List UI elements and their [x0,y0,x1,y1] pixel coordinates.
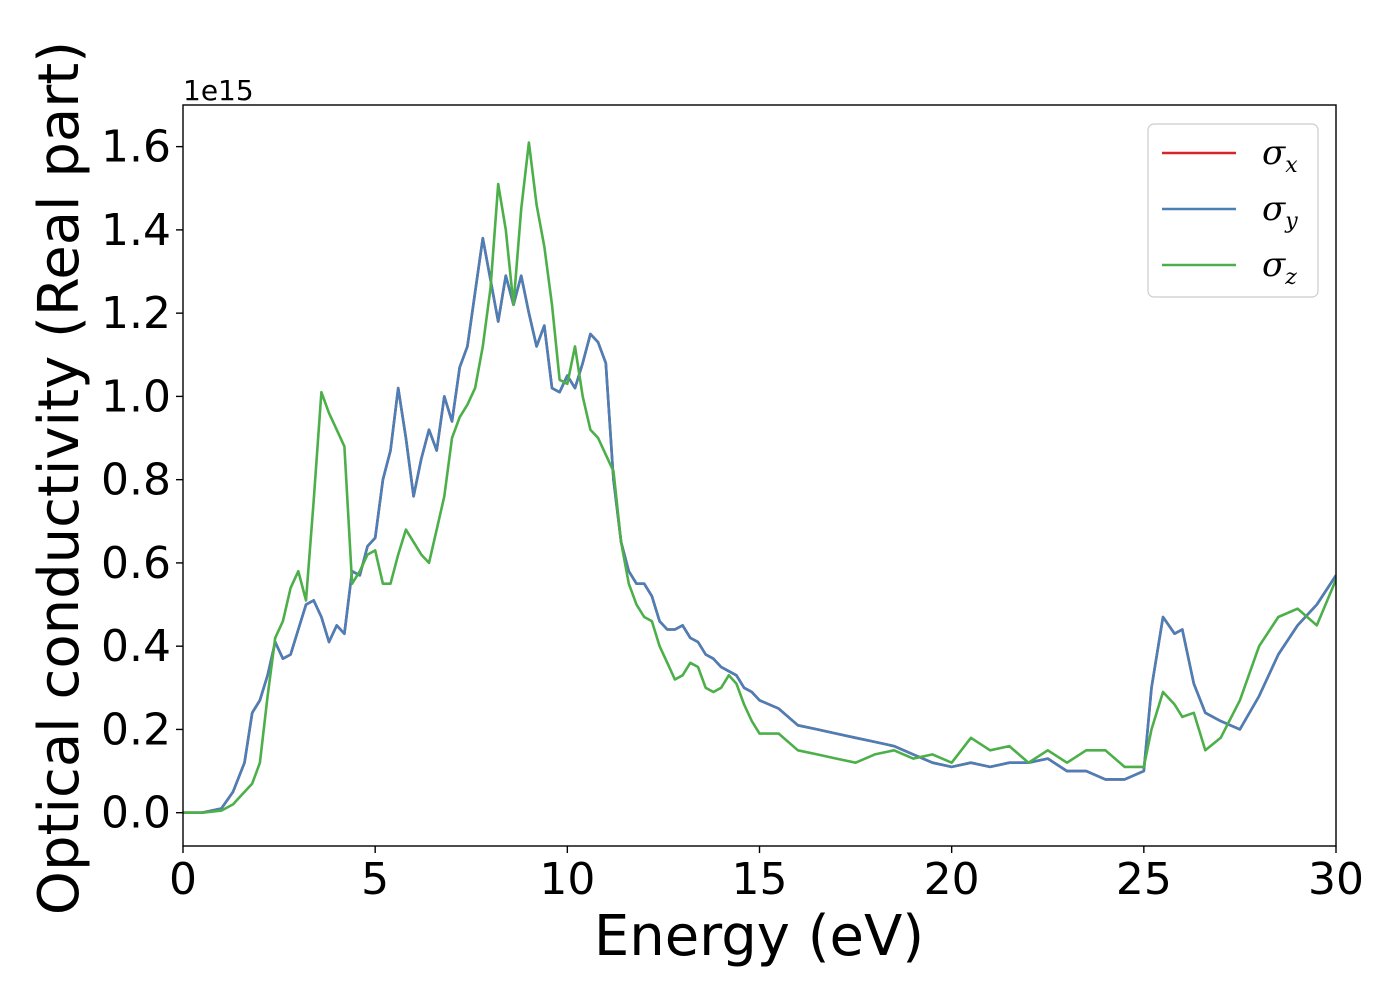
x-tick-label: 30 [1308,854,1364,905]
y-tick-label: 1.0 [101,371,171,422]
x-axis-title: Energy (eV) [594,904,924,969]
x-tick-label: 5 [361,854,389,905]
series-line-y [183,236,1336,815]
y-tick-label: 1.2 [101,288,171,339]
series-layer [183,141,1336,815]
y-tick-label: 0.0 [101,788,171,839]
y-tick-label: 1.6 [101,122,171,173]
series-line-x [183,236,1336,815]
series-line-z [183,141,1336,815]
y-tick-label: 0.8 [101,455,171,506]
x-tick-label: 10 [539,854,595,905]
x-tick-label: 20 [924,854,980,905]
x-axis-ticks: 0 5 10 15 20 25 30 [169,846,1364,905]
y-tick-label: 0.6 [101,538,171,589]
y-axis-title: Optical conductivity (Real part) [27,41,92,915]
y-tick-label: 1.4 [101,205,171,256]
y-tick-label: 0.2 [101,704,171,755]
x-tick-label: 0 [169,854,197,905]
legend-box [1147,123,1319,298]
y-tick-label: 0.4 [101,621,171,672]
y-offset-label: 1e15 [183,74,254,107]
y-axis-ticks: 0.0 0.2 0.4 0.6 0.8 1.0 1.2 1.4 1.6 [101,122,183,839]
x-tick-label: 25 [1116,854,1172,905]
x-tick-label: 15 [732,854,788,905]
